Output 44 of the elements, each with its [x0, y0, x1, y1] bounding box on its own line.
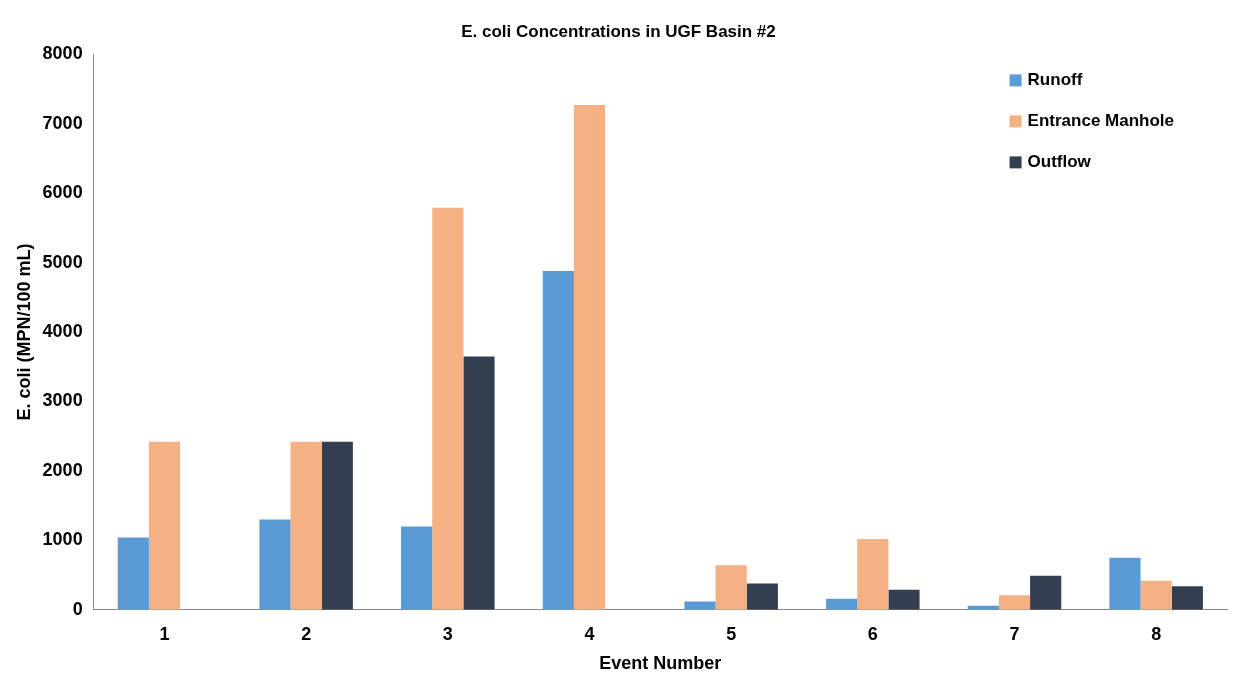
y-tick-label: 3000 [42, 390, 83, 411]
bar [1030, 575, 1062, 610]
bar [888, 589, 920, 610]
y-axis-title: E. coli (MPN/100 mL) [13, 243, 34, 421]
bar [684, 601, 716, 610]
bar [826, 598, 858, 610]
bar [321, 441, 353, 610]
y-tick-label: 1000 [42, 529, 83, 550]
x-axis-title: Event Number [599, 653, 722, 674]
x-tick-label: 1 [159, 623, 170, 644]
y-tick-label: 4000 [42, 321, 83, 342]
bar [857, 538, 889, 610]
x-tick-label: 4 [584, 623, 595, 644]
bar [290, 441, 322, 610]
bar [401, 526, 433, 610]
y-tick-label: 0 [72, 598, 83, 619]
bar [715, 565, 747, 610]
y-tick-label: 7000 [42, 112, 83, 133]
y-tick-label: 5000 [42, 251, 83, 272]
y-tick-label: 6000 [42, 182, 83, 203]
bar [998, 595, 1031, 610]
legend-label: Runoff [1027, 70, 1083, 90]
bar [1171, 586, 1203, 610]
y-tick-label: 2000 [42, 459, 83, 480]
y-tick-label: 8000 [42, 43, 83, 64]
bar [259, 519, 291, 610]
bar [1109, 557, 1141, 610]
x-tick-label: 6 [867, 623, 878, 644]
bar [542, 271, 574, 610]
x-tick-label: 3 [442, 623, 453, 644]
legend-label: Outflow [1027, 152, 1092, 172]
x-tick-label: 5 [726, 623, 737, 644]
bar [117, 537, 149, 610]
x-tick-label: 2 [301, 623, 312, 644]
bar [746, 583, 778, 610]
chart-title: E. coli Concentrations in UGF Basin #2 [461, 21, 776, 41]
legend-label: Entrance Manhole [1027, 111, 1174, 131]
bar [463, 356, 495, 610]
bar [432, 207, 464, 610]
bar [1140, 580, 1172, 610]
x-tick-label: 8 [1151, 623, 1162, 644]
bar [148, 441, 181, 610]
x-tick-label: 7 [1009, 623, 1020, 644]
bar [573, 105, 606, 610]
